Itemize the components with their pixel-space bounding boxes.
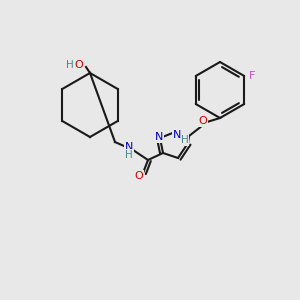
Text: O: O: [135, 171, 143, 181]
Text: H: H: [181, 135, 189, 145]
Text: N: N: [173, 130, 181, 140]
Text: H: H: [125, 150, 133, 160]
Text: F: F: [249, 71, 255, 81]
Text: O: O: [199, 116, 207, 126]
Text: O: O: [75, 60, 83, 70]
Text: N: N: [125, 142, 133, 152]
Text: H: H: [66, 60, 74, 70]
Text: N: N: [155, 132, 163, 142]
